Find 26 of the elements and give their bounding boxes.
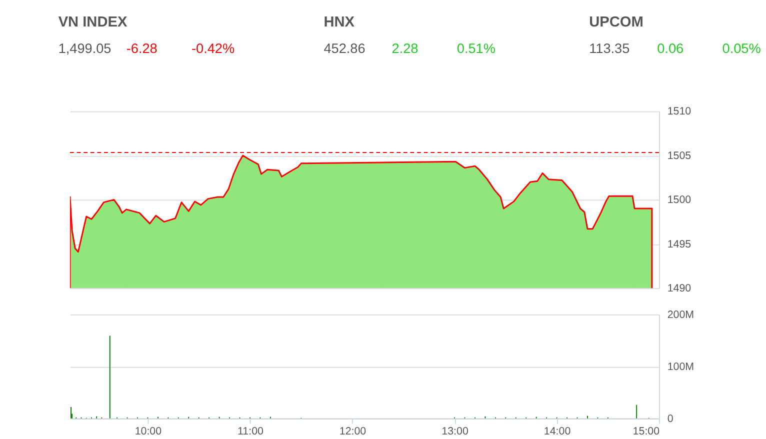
x-tick-label: 10:00 xyxy=(134,425,162,438)
y-tick-label: 1500 xyxy=(667,194,692,206)
text: -0.42% xyxy=(192,40,235,56)
text: 0.51% xyxy=(456,40,496,56)
text: VN INDEX xyxy=(58,14,128,31)
y-tick-label: 1510 xyxy=(667,106,692,118)
text: -6.28 xyxy=(126,40,158,56)
y-tick-label: 0 xyxy=(667,412,674,425)
text: 113.35 xyxy=(589,40,630,56)
x-tick-label: 14:00 xyxy=(544,425,571,438)
y-tick-label: 1490 xyxy=(667,282,692,295)
text: 2.28 xyxy=(392,40,418,56)
x-tick-label: 12:00 xyxy=(339,425,366,438)
y-tick-label: 100M xyxy=(667,360,694,373)
text: 452.86 xyxy=(324,40,366,56)
y-tick-label: 1505 xyxy=(667,150,692,162)
x-tick-label: 13:00 xyxy=(442,425,468,438)
text: UPCOM xyxy=(589,14,644,31)
x-tick-label: 15:00 xyxy=(632,425,660,438)
text: 0.06 xyxy=(657,40,684,56)
x-tick-label: 11:00 xyxy=(237,425,264,438)
y-tick-label: 1495 xyxy=(667,238,692,250)
text: 1,499.05 xyxy=(58,40,112,56)
text: HNX xyxy=(324,14,355,31)
y-tick-label: 200M xyxy=(667,308,694,321)
text: 0.05% xyxy=(722,40,761,56)
